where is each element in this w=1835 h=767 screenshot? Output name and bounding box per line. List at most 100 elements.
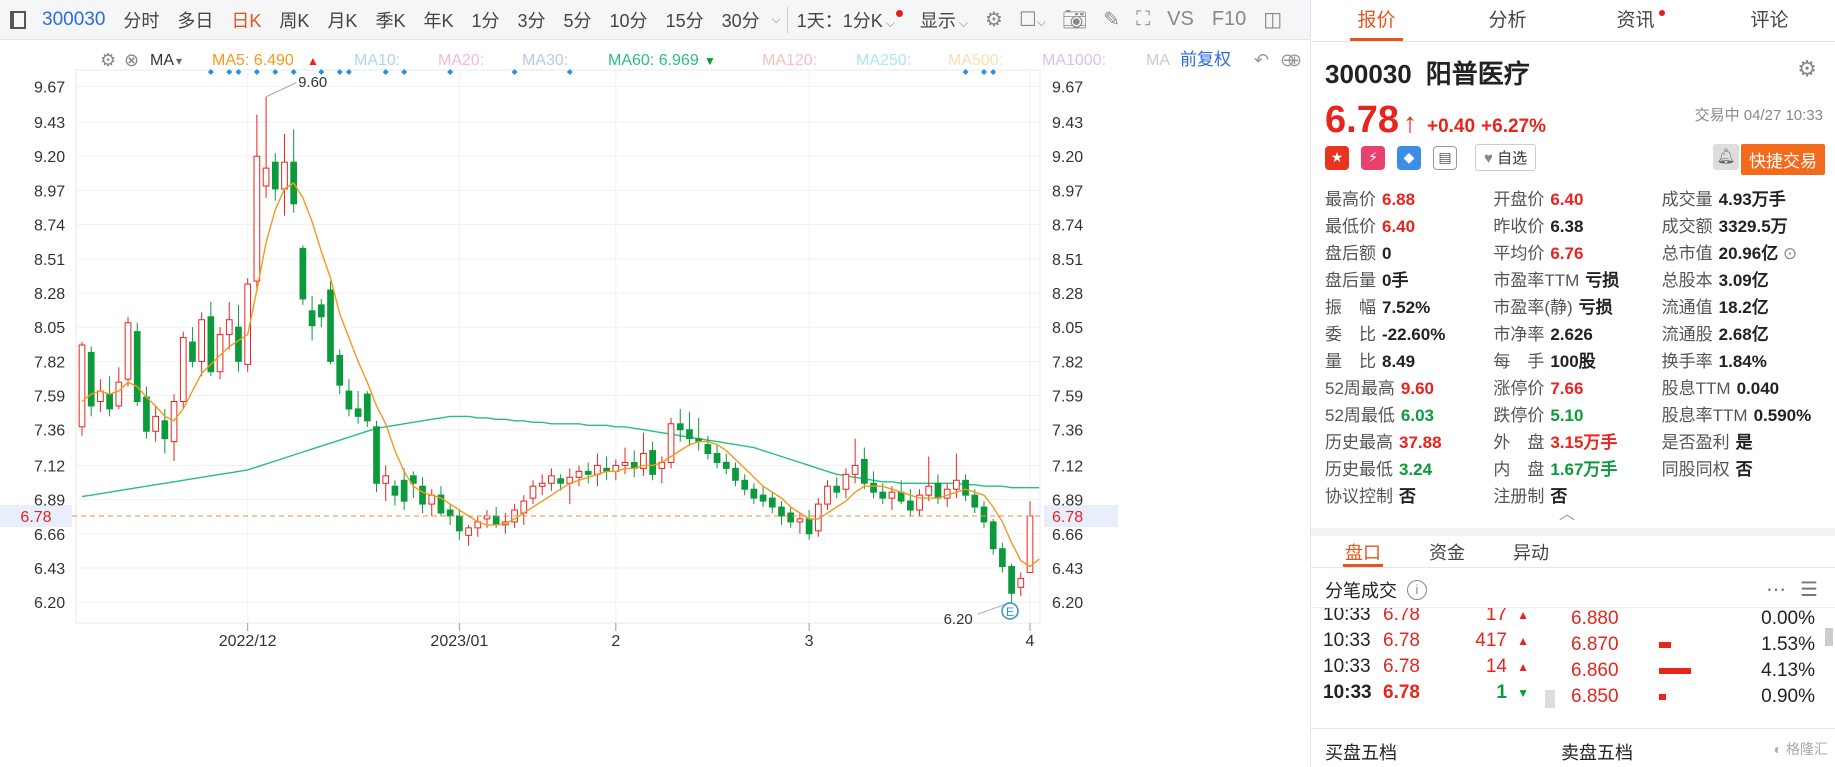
event-marker[interactable] xyxy=(511,69,518,75)
candle[interactable] xyxy=(235,304,242,372)
event-marker[interactable] xyxy=(318,69,325,75)
candle[interactable] xyxy=(833,477,841,499)
candle[interactable] xyxy=(382,465,390,502)
candle[interactable] xyxy=(971,489,979,513)
candle[interactable] xyxy=(860,447,868,490)
undo-icon[interactable]: ↶ xyxy=(1254,50,1269,70)
chevron-up-icon[interactable]: ︿ xyxy=(1559,506,1576,523)
candle[interactable] xyxy=(557,474,564,491)
candle[interactable] xyxy=(78,342,86,436)
candle[interactable] xyxy=(870,471,877,499)
candle[interactable] xyxy=(989,518,997,555)
period-tab[interactable]: 月K xyxy=(327,10,358,31)
candle[interactable] xyxy=(538,474,546,496)
candle[interactable] xyxy=(170,394,178,461)
candle[interactable] xyxy=(796,512,804,534)
candle[interactable] xyxy=(133,322,141,406)
candle[interactable] xyxy=(262,96,270,198)
candle[interactable] xyxy=(409,471,417,499)
candle[interactable] xyxy=(787,507,795,528)
minute-k-mode[interactable]: 1天：1分K ⌵ xyxy=(786,6,911,33)
sidebar-toggle-icon[interactable] xyxy=(10,10,26,29)
china-flag-icon[interactable]: ★ xyxy=(1325,145,1349,170)
candle[interactable] xyxy=(667,417,675,469)
candle[interactable] xyxy=(980,501,988,528)
period-tab[interactable]: 5分 xyxy=(563,10,592,31)
candle[interactable] xyxy=(253,114,261,291)
candle[interactable] xyxy=(805,510,813,540)
candle[interactable] xyxy=(906,489,914,516)
candle[interactable] xyxy=(612,459,620,481)
candle[interactable] xyxy=(1017,572,1025,597)
bell-icon[interactable]: 🔔︎ xyxy=(1713,144,1739,170)
event-marker[interactable] xyxy=(226,69,233,75)
candle[interactable] xyxy=(851,438,859,484)
tag-icon[interactable]: ◆ xyxy=(1397,145,1421,170)
quote-tab[interactable]: 报价 xyxy=(1311,0,1442,41)
candle[interactable] xyxy=(456,510,463,540)
orderbook-tab[interactable]: 盘口 xyxy=(1321,536,1405,567)
event-marker[interactable] xyxy=(336,69,343,75)
event-marker[interactable] xyxy=(962,69,969,75)
settings-icon[interactable]: ⚙ xyxy=(100,50,116,70)
candle[interactable] xyxy=(759,486,767,508)
candle[interactable] xyxy=(87,346,95,417)
candle[interactable] xyxy=(115,367,123,409)
candle[interactable] xyxy=(1008,563,1015,603)
gear-icon[interactable]: ⚙ xyxy=(1797,56,1817,81)
candle[interactable] xyxy=(695,417,703,451)
candle[interactable] xyxy=(225,301,233,350)
candle[interactable] xyxy=(354,391,362,424)
candle[interactable] xyxy=(1026,501,1034,573)
fullscreen-icon[interactable]: ⛶ xyxy=(1136,8,1151,30)
quote-tab[interactable]: 评论 xyxy=(1704,0,1835,41)
candle[interactable] xyxy=(953,453,960,499)
orderbook-tab[interactable]: 异动 xyxy=(1513,543,1549,563)
period-tab[interactable]: 分时 xyxy=(123,10,160,31)
event-marker[interactable] xyxy=(253,69,260,75)
more-icon[interactable]: ⋯ xyxy=(1766,579,1786,601)
candle[interactable] xyxy=(152,405,159,442)
candle[interactable] xyxy=(999,542,1006,573)
candle[interactable] xyxy=(437,486,445,516)
candle[interactable] xyxy=(446,504,454,525)
event-marker[interactable] xyxy=(382,69,389,75)
candle[interactable] xyxy=(686,411,693,447)
f10-button[interactable]: F10 xyxy=(1211,8,1247,30)
candle[interactable] xyxy=(575,465,583,487)
candle[interactable] xyxy=(373,420,380,493)
event-marker[interactable] xyxy=(345,69,352,75)
candle[interactable] xyxy=(916,489,923,516)
quote-tab[interactable]: 分析 xyxy=(1442,0,1573,41)
candle[interactable] xyxy=(529,480,537,505)
candle[interactable] xyxy=(640,432,647,476)
candle[interactable] xyxy=(584,462,592,484)
info-icon[interactable]: i xyxy=(1407,579,1427,600)
zoom-out-icon[interactable]: ⊖ xyxy=(1280,50,1295,70)
candle[interactable] xyxy=(124,316,132,387)
pen-icon[interactable]: ✎ xyxy=(1103,9,1121,31)
candle[interactable] xyxy=(299,245,307,305)
close-icon[interactable]: ⊗ xyxy=(124,50,139,70)
candle[interactable] xyxy=(594,453,601,487)
candle[interactable] xyxy=(271,153,279,201)
candle[interactable] xyxy=(630,450,638,478)
event-marker[interactable] xyxy=(990,69,997,75)
candle[interactable] xyxy=(778,501,785,525)
candle[interactable] xyxy=(842,468,850,499)
quote-tab[interactable]: 资讯 xyxy=(1573,0,1704,41)
ticks-scrollbar[interactable] xyxy=(1545,690,1555,708)
candle[interactable] xyxy=(97,379,104,412)
period-tab[interactable]: 多日 xyxy=(177,10,214,31)
period-tab[interactable]: 日K xyxy=(231,10,262,31)
chevron-down-icon[interactable]: ▾ xyxy=(176,54,182,68)
candle[interactable] xyxy=(548,468,555,491)
chevron-down-icon[interactable]: ⌵ xyxy=(771,12,781,26)
candle[interactable] xyxy=(198,312,206,377)
depth-scrollbar[interactable] xyxy=(1825,628,1833,646)
candle[interactable] xyxy=(308,295,316,341)
candle[interactable] xyxy=(327,281,334,365)
layout-icon[interactable]: ☐⌵ xyxy=(1018,9,1046,31)
display-menu[interactable]: 显示 ⌵ xyxy=(911,7,977,33)
more-icon[interactable]: ⊙ xyxy=(1778,244,1798,263)
